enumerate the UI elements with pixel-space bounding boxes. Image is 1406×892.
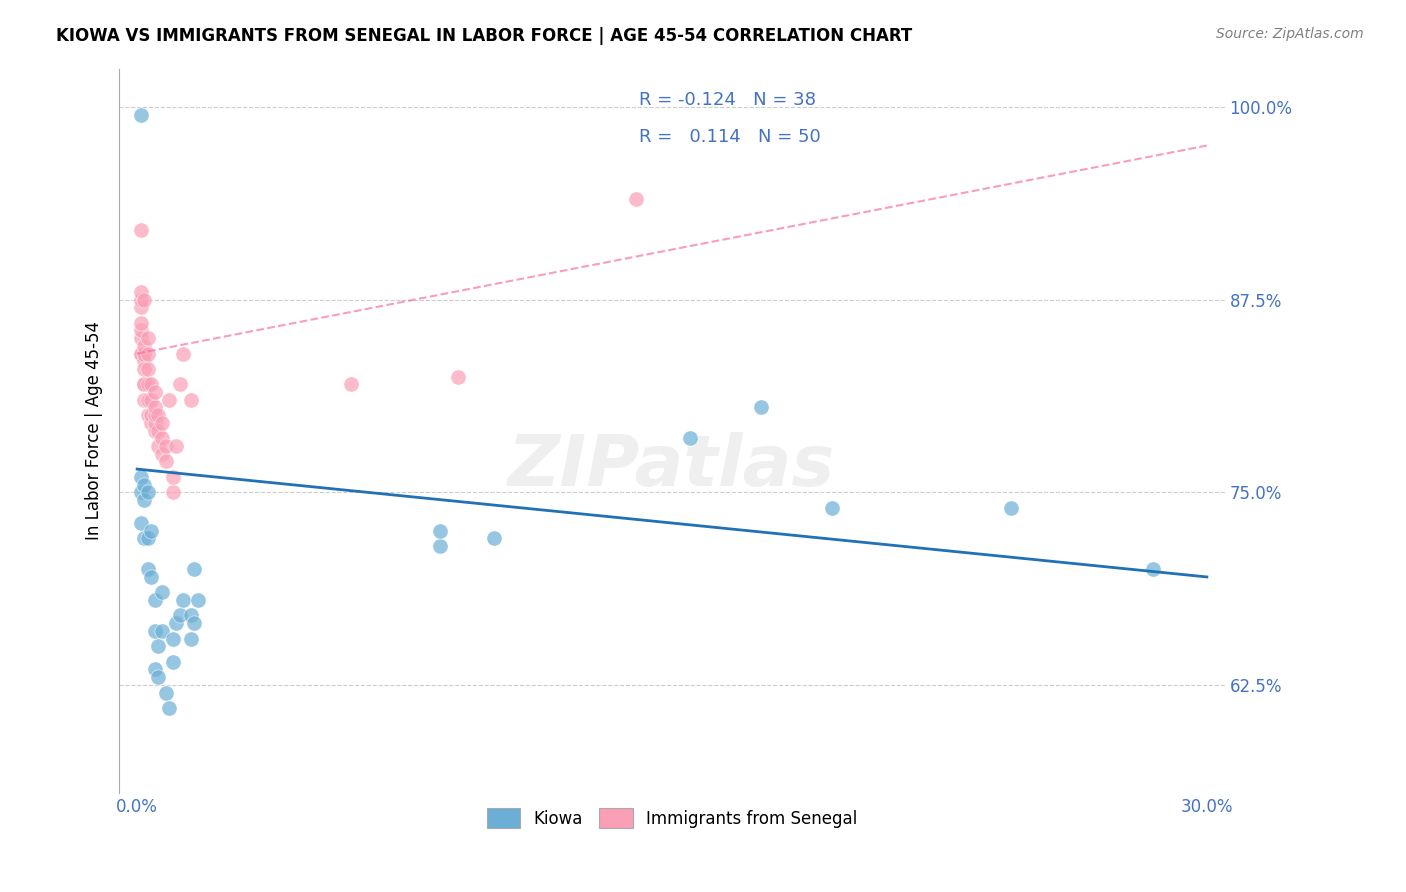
Point	[129, 470, 152, 484]
Point	[129, 316, 152, 330]
Point	[143, 385, 166, 400]
Point	[165, 439, 187, 453]
Point	[172, 346, 194, 360]
Point	[136, 562, 159, 576]
Point	[155, 685, 177, 699]
Point	[183, 616, 205, 631]
Point	[129, 346, 152, 360]
Point	[134, 339, 156, 353]
Point	[134, 346, 156, 360]
Point	[183, 562, 205, 576]
Point	[429, 539, 451, 553]
Point	[134, 477, 156, 491]
Point	[187, 593, 209, 607]
Point	[162, 655, 184, 669]
Point	[148, 670, 170, 684]
Point	[148, 439, 170, 453]
Text: KIOWA VS IMMIGRANTS FROM SENEGAL IN LABOR FORCE | AGE 45-54 CORRELATION CHART: KIOWA VS IMMIGRANTS FROM SENEGAL IN LABO…	[56, 27, 912, 45]
Point	[134, 377, 156, 392]
Point	[134, 293, 156, 307]
Y-axis label: In Labor Force | Age 45-54: In Labor Force | Age 45-54	[86, 321, 103, 540]
Point	[143, 408, 166, 422]
Point	[129, 108, 152, 122]
Point	[134, 362, 156, 376]
Point	[134, 354, 156, 368]
Point	[165, 616, 187, 631]
Point	[482, 532, 505, 546]
Text: ZIPatlas: ZIPatlas	[509, 433, 835, 501]
Point	[626, 193, 648, 207]
Point	[134, 392, 156, 407]
Point	[169, 377, 191, 392]
Point	[134, 492, 156, 507]
Point	[129, 323, 152, 337]
Point	[134, 377, 156, 392]
Point	[136, 532, 159, 546]
Point	[143, 424, 166, 438]
Point	[129, 293, 152, 307]
Point	[141, 524, 163, 538]
Legend: Kiowa, Immigrants from Senegal: Kiowa, Immigrants from Senegal	[479, 801, 863, 835]
Point	[136, 485, 159, 500]
Point	[141, 416, 163, 430]
Text: Source: ZipAtlas.com: Source: ZipAtlas.com	[1216, 27, 1364, 41]
Point	[141, 408, 163, 422]
Point	[679, 431, 702, 445]
Point	[157, 392, 180, 407]
Point	[148, 424, 170, 438]
Text: R = -0.124   N = 38: R = -0.124 N = 38	[638, 91, 815, 110]
Point	[180, 608, 202, 623]
Point	[143, 593, 166, 607]
Point	[1142, 562, 1164, 576]
Point	[162, 485, 184, 500]
Point	[143, 624, 166, 638]
Point	[172, 593, 194, 607]
Point	[129, 516, 152, 530]
Point	[150, 431, 173, 445]
Point	[148, 408, 170, 422]
Point	[447, 369, 470, 384]
Point	[143, 662, 166, 676]
Point	[155, 439, 177, 453]
Point	[136, 408, 159, 422]
Point	[134, 532, 156, 546]
Point	[129, 485, 152, 500]
Point	[150, 447, 173, 461]
Point	[136, 331, 159, 345]
Point	[429, 524, 451, 538]
Point	[136, 346, 159, 360]
Point	[157, 701, 180, 715]
Point	[180, 392, 202, 407]
Point	[141, 392, 163, 407]
Point	[141, 570, 163, 584]
Point	[1000, 500, 1022, 515]
Point	[162, 632, 184, 646]
Point	[129, 301, 152, 315]
Point	[169, 608, 191, 623]
Point	[148, 640, 170, 654]
Point	[136, 362, 159, 376]
Point	[143, 416, 166, 430]
Point	[821, 500, 844, 515]
Point	[129, 285, 152, 299]
Point	[162, 470, 184, 484]
Text: R =   0.114   N = 50: R = 0.114 N = 50	[638, 128, 821, 145]
Point	[150, 416, 173, 430]
Point	[129, 223, 152, 237]
Point	[129, 331, 152, 345]
Point	[136, 392, 159, 407]
Point	[141, 377, 163, 392]
Point	[180, 632, 202, 646]
Point	[143, 401, 166, 415]
Point	[136, 377, 159, 392]
Point	[129, 346, 152, 360]
Point	[749, 401, 772, 415]
Point	[150, 624, 173, 638]
Point	[340, 377, 363, 392]
Point	[155, 454, 177, 468]
Point	[150, 585, 173, 599]
